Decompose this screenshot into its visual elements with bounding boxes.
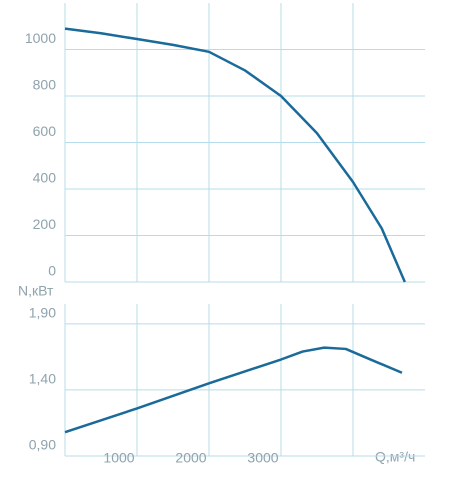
y-tick-label: 200 (33, 216, 57, 232)
y-tick-label: 800 (33, 77, 57, 93)
line (64, 346, 403, 434)
y-tick-label: 600 (33, 123, 57, 139)
y-tick-label: 0,90 (29, 437, 56, 453)
y-tick-label: 1,90 (29, 305, 56, 321)
y-tick-label: 1000 (25, 30, 56, 46)
y-tick-label: 0 (48, 263, 56, 279)
line (64, 27, 406, 283)
x-tick-label: 1000 (103, 450, 134, 466)
x-tick-label: 3000 (247, 450, 278, 466)
y-axis-label: N,кВт (18, 283, 54, 299)
y-tick-label: 400 (33, 170, 57, 186)
y-tick-label: 1,40 (29, 371, 56, 387)
x-tick-label: 2000 (175, 450, 206, 466)
x-axis-label: Q,м³/ч (375, 449, 415, 465)
